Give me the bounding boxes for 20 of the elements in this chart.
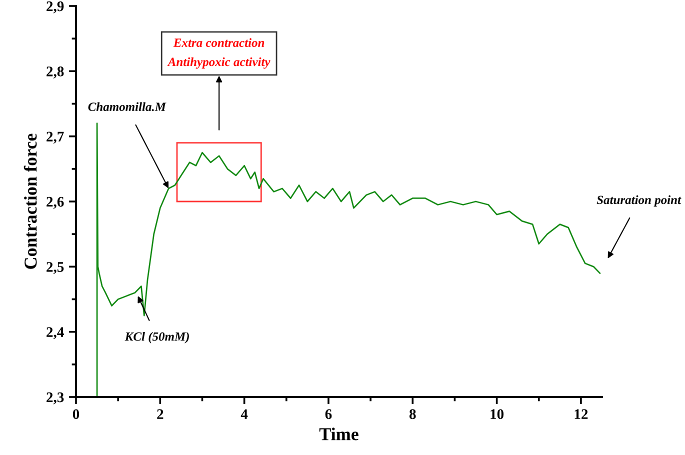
x-axis-title: Time <box>319 428 358 440</box>
x-tick-label: 4 <box>240 409 248 419</box>
annotation: Extra contraction Antihypoxic activity <box>167 38 270 69</box>
annotation: Saturation point <box>596 195 682 207</box>
annotation: KCl (50mM) <box>124 332 189 344</box>
y-tick-label: 2,3 <box>46 392 64 404</box>
x-tick-label: 0 <box>72 409 80 420</box>
x-tick-label: 2 <box>157 409 164 419</box>
x-tick-label: 12 <box>574 409 588 419</box>
y-tick-label: 2,4 <box>46 327 64 340</box>
y-axis-title: Contraction force <box>24 134 37 269</box>
x-tick-label: 10 <box>490 409 504 420</box>
y-tick-label: 2,9 <box>46 1 64 14</box>
y-tick-label: 2,7 <box>46 132 64 144</box>
y-tick-label: 2,8 <box>46 66 64 78</box>
y-tick-label: 2,6 <box>46 196 64 209</box>
annotation: Chamomilla.M <box>88 102 166 112</box>
x-tick-label: 6 <box>325 409 332 420</box>
y-tick-label: 2,5 <box>46 262 64 274</box>
x-tick-label: 8 <box>409 409 416 420</box>
